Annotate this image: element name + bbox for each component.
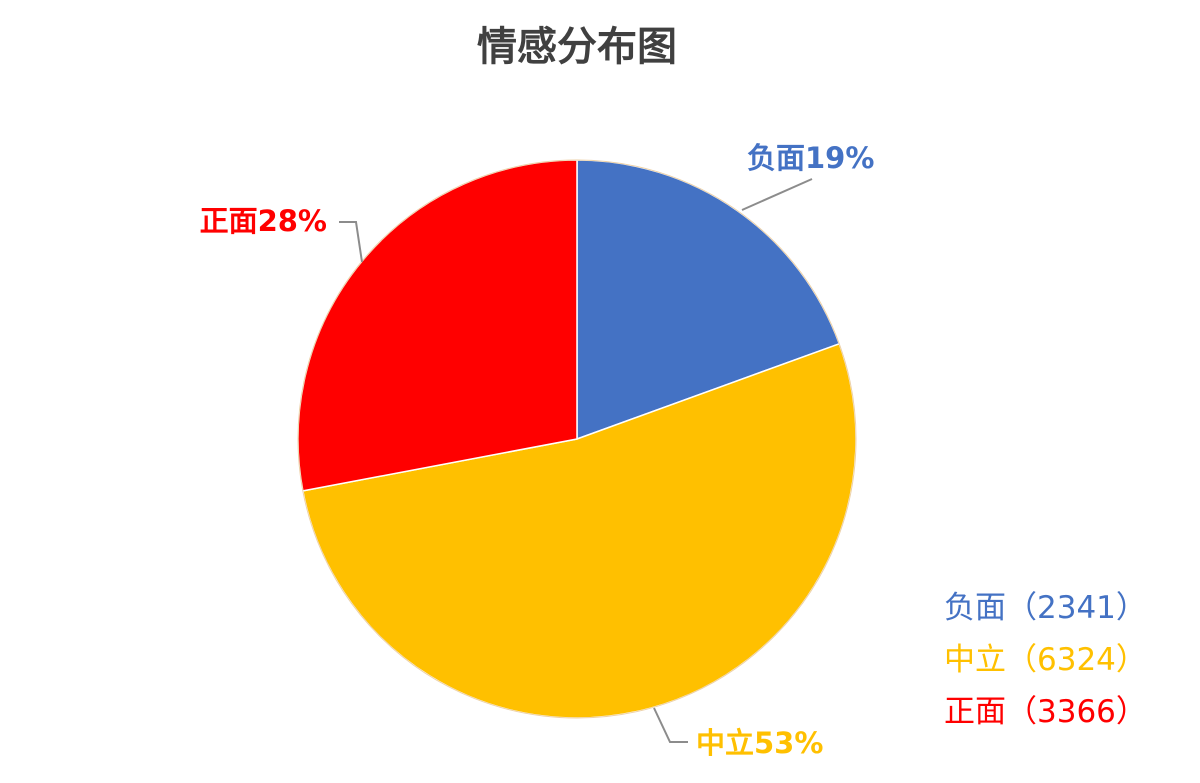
legend: 负面（2341） 中立（6324） 正面（3366） <box>944 590 1147 730</box>
legend-entry-neutral: 中立（6324） <box>944 642 1147 678</box>
pie-slice-positive <box>297 159 578 492</box>
chart-title: 情感分布图 <box>477 24 677 70</box>
pie-slice-negative <box>576 159 841 441</box>
pie-slices <box>297 159 857 719</box>
leader-lines <box>339 178 813 743</box>
data-labels: 负面19% 中立53% 正面28% <box>200 141 875 760</box>
data-label-neutral: 中立53% <box>696 726 823 760</box>
pie-outline <box>297 159 857 719</box>
leader-line-neutral <box>653 707 688 743</box>
leader-line-negative <box>741 178 813 211</box>
pie-slice-neutral <box>301 342 857 719</box>
legend-entry-positive: 正面（3366） <box>944 694 1147 730</box>
legend-entry-negative: 负面（2341） <box>944 590 1147 626</box>
data-label-negative: 负面19% <box>747 141 874 175</box>
data-label-positive: 正面28% <box>200 204 327 238</box>
leader-line-positive <box>339 221 363 263</box>
